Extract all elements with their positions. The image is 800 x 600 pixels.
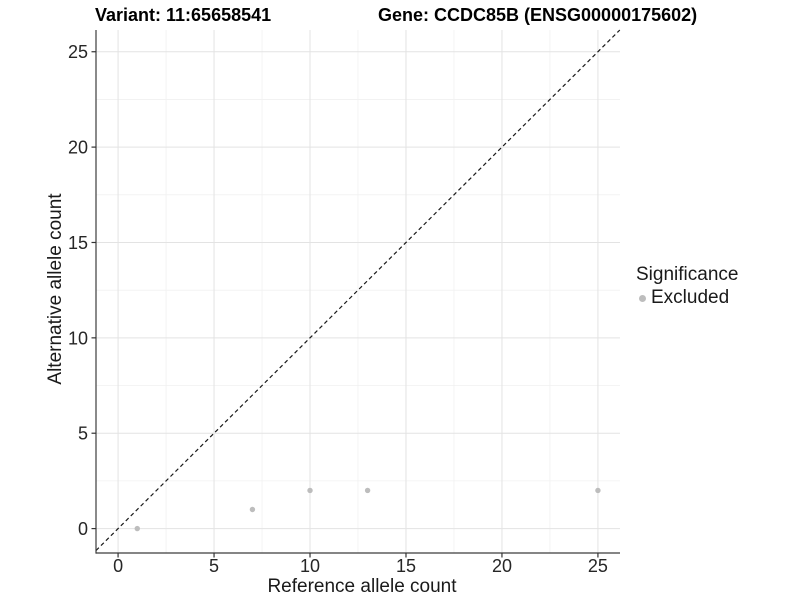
data-point: [134, 525, 140, 532]
x-tick-label: 0: [113, 556, 123, 576]
y-tick-label: 0: [78, 519, 88, 539]
legend-point-icon: [639, 294, 646, 302]
y-tick-label: 10: [68, 328, 88, 348]
legend-item-excluded: Excluded: [636, 287, 738, 309]
data-point: [249, 506, 256, 513]
x-tick-label: 5: [209, 556, 219, 576]
legend-item-label: Excluded: [651, 287, 730, 308]
legend: Significance Excluded: [636, 264, 738, 309]
y-tick-label: 15: [68, 233, 88, 253]
y-tick-label: 20: [68, 138, 88, 158]
legend-title: Significance: [636, 264, 739, 285]
x-axis-title: Reference allele count: [267, 576, 457, 597]
data-point: [364, 487, 371, 494]
x-tick-label: 10: [300, 556, 320, 576]
plot-title-variant: Variant: 11:65658541: [95, 5, 272, 25]
data-point: [595, 487, 601, 494]
y-tick-label: 5: [78, 424, 88, 444]
x-tick-label: 20: [492, 556, 512, 576]
plot-title-gene: Gene: CCDC85B (ENSG00000175602): [378, 5, 698, 25]
y-axis-title: Alternative allele count: [45, 193, 66, 385]
x-tick-label: 15: [396, 556, 416, 576]
y-tick-label: 25: [68, 42, 88, 62]
data-point: [307, 487, 313, 494]
x-tick-label: 25: [588, 556, 608, 576]
